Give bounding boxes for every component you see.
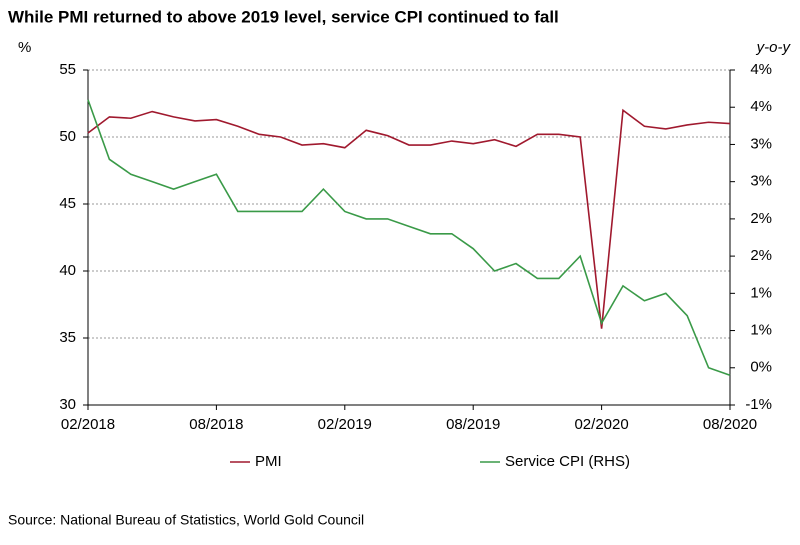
y-tick-label: 40 <box>59 262 76 279</box>
y2-tick-label: 2% <box>750 247 772 264</box>
y-tick-label: 35 <box>59 329 76 346</box>
y-tick-label: 45 <box>59 195 76 212</box>
x-tick-label: 08/2019 <box>446 416 500 433</box>
legend-label: Service CPI (RHS) <box>505 453 630 470</box>
series-line <box>87 108 731 329</box>
x-tick-label: 02/2020 <box>574 416 628 433</box>
y-axis-label: % <box>18 39 31 56</box>
chart-title: While PMI returned to above 2019 level, … <box>8 7 559 26</box>
y2-tick-label: 2% <box>750 210 772 227</box>
y2-tick-label: 4% <box>750 61 772 78</box>
y2-tick-label: -1% <box>745 396 772 413</box>
y2-tick-label: 4% <box>750 98 772 115</box>
source: Source: National Bureau of Statistics, W… <box>8 512 364 528</box>
y-tick-label: 50 <box>59 128 76 145</box>
y2-tick-label: 3% <box>750 173 772 190</box>
y2-tick-label: 1% <box>750 284 772 301</box>
y2-tick-label: 0% <box>750 359 772 376</box>
series-line <box>87 99 731 376</box>
x-tick-label: 08/2018 <box>189 416 243 433</box>
y-tick-label: 55 <box>59 61 76 78</box>
x-tick-label: 02/2019 <box>318 416 372 433</box>
legend-label: PMI <box>255 453 282 470</box>
y2-tick-label: 3% <box>750 135 772 152</box>
y2-tick-label: 1% <box>750 322 772 339</box>
x-tick-label: 08/2020 <box>703 416 757 433</box>
y2-axis-label: y-o-y <box>756 39 792 56</box>
x-tick-label: 02/2018 <box>61 416 115 433</box>
y-tick-label: 30 <box>59 396 76 413</box>
